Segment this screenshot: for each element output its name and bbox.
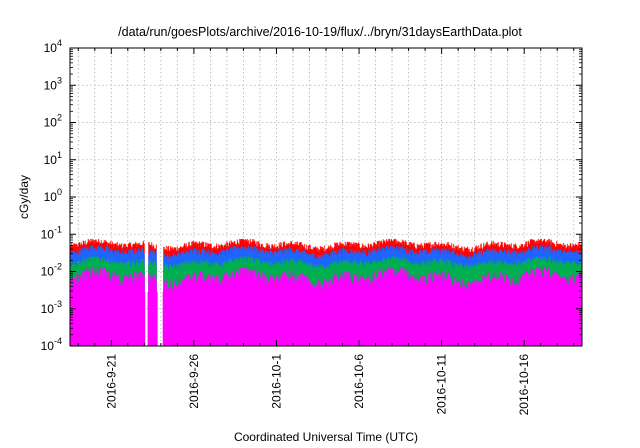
y-tick-label: 10-3 xyxy=(41,299,62,316)
series-layer xyxy=(69,238,583,346)
x-tick-label: 2016-10-11 xyxy=(435,354,449,415)
x-tick-label: 2016-10-6 xyxy=(352,354,366,409)
x-axis-label: Coordinated Universal Time (UTC) xyxy=(234,430,418,444)
x-tick-label: 2016-10-16 xyxy=(517,354,531,416)
y-tick-label: 10-2 xyxy=(41,262,62,279)
y-axis-ticks: 10-4 10-3 10-2 10-1 100 101 102 103 104 xyxy=(41,38,582,353)
y-tick-label: 10-1 xyxy=(41,224,62,241)
x-tick-label: 2016-9-21 xyxy=(104,354,118,409)
y-tick-label: 104 xyxy=(44,38,62,55)
x-axis-ticks: 2016-9-21 2016-9-26 2016-10-1 2016-10-6 2016… xyxy=(77,48,575,416)
y-tick-label: 100 xyxy=(44,187,62,204)
y-tick-label: 101 xyxy=(44,150,62,167)
y-tick-label: 10-4 xyxy=(41,336,62,353)
y-tick-label: 102 xyxy=(44,113,62,130)
y-axis-label: cGy/day xyxy=(17,175,31,219)
y-tick-label: 103 xyxy=(44,75,62,92)
chart-title: /data/run/goesPlots/archive/2016-10-19/f… xyxy=(118,25,522,39)
x-tick-label: 2016-9-26 xyxy=(187,354,201,409)
x-tick-label: 2016-10-1 xyxy=(269,354,283,409)
